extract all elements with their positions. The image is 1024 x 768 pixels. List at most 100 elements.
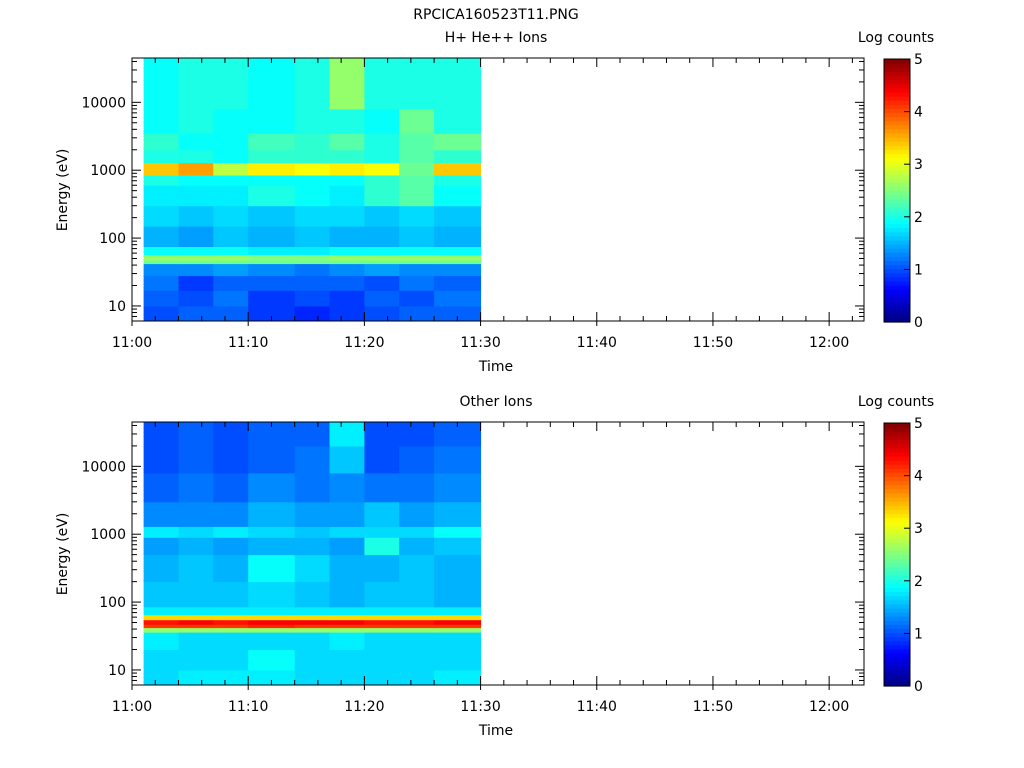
colorbar-step [884,455,910,461]
heatmap-cell [399,669,435,686]
heatmap-cell [248,606,296,616]
heatmap-cell [434,275,482,291]
heatmap-cell [399,260,435,265]
heatmap-cell [399,614,435,621]
heatmap-cell [178,275,214,291]
heatmap-cell [434,149,482,163]
colorbar-step [884,480,910,486]
x-axis-label: Time [478,359,513,375]
colorbar-step [884,616,910,621]
colorbar-step [884,272,910,278]
heatmap-cell [213,246,249,256]
colorbar-step [884,661,910,667]
heatmap-cell [329,554,365,583]
colorbar-step [884,570,910,576]
heatmap-cell [178,290,214,307]
heatmap-cell [434,445,482,474]
colorbar-step [884,525,910,531]
heatmap-cell [143,554,179,583]
heatmap-cell [364,472,400,503]
heatmap-cell [143,632,179,650]
heatmap-cell [294,619,331,625]
heatmap-cell [143,108,179,134]
heatmap-cell [248,581,296,608]
heatmap-cell [329,445,365,474]
heatmap-cell [364,624,400,629]
colorbar-label: Log counts [858,30,934,46]
colorbar-step [884,517,910,523]
heatmap-cell [434,581,482,608]
heatmap-cell [434,260,482,265]
heatmap-cell [178,175,214,186]
heatmap-cell [143,606,179,616]
heatmap-cell [399,501,435,527]
heatmap-cell [248,632,296,650]
heatmap-cell [213,260,249,265]
y-axis: 10 100 1000 10000 [81,60,864,322]
heatmap-cell [434,246,482,256]
colorbar-tick-label: 3 [914,157,923,173]
heatmap-cell [434,501,482,527]
y-tick-label: 10 [108,663,126,679]
heatmap-cell [178,627,214,633]
colorbar-step [884,447,910,453]
colorbar-step [884,206,910,212]
colorbar-step [884,317,910,323]
heatmap-cell [364,246,400,256]
colorbar-tick-label: 4 [914,469,923,485]
colorbar-step [884,681,910,687]
heatmap-cell [143,472,179,503]
heatmap-cell [434,554,482,583]
heatmap-cell [399,649,435,671]
heatmap-cell [178,149,214,163]
heatmap-cell [143,624,179,629]
heatmap-cell [213,581,249,608]
heatmap-cell [364,185,400,207]
heatmap-cell [143,649,179,671]
colorbar-step [884,603,910,609]
heatmap-cell [294,606,331,616]
colorbar-step [884,575,910,580]
colorbar-step [884,268,910,274]
heatmap-cell [399,422,435,447]
y-axis: 10 100 1000 10000 [81,424,864,686]
heatmap-cell [178,254,214,261]
heatmap-cell [248,554,296,583]
y-axis-label: Energy (eV) [55,149,71,232]
heatmap-cell [248,254,296,261]
colorbar-step [884,132,910,138]
heatmap-cell [143,226,179,247]
heatmap-cell [213,205,249,227]
colorbar-step [884,285,910,290]
heatmap-cell [294,649,331,671]
colorbar-step [884,423,910,428]
colorbar-step [884,235,910,241]
colorbar-step [884,632,910,638]
heatmap-cell [178,260,214,265]
heatmap-cell [178,226,214,247]
colorbar-step [884,161,910,167]
heatmap-cell [248,81,296,110]
heatmap-cell [434,537,482,556]
heatmap-cell [294,175,331,186]
heatmap-cell [143,260,179,265]
heatmap-cell [329,263,365,277]
colorbar-step [884,533,910,539]
heatmap-cell [364,614,400,621]
colorbar-step [884,182,910,187]
colorbar-step [884,145,910,151]
colorbar-step [884,492,910,498]
heatmap-cell [399,606,435,616]
heatmap-cell [178,81,214,110]
x-axis: 11:00 11:10 11:20 11:30 11:40 11:50 12:00 [112,422,853,715]
heatmap-cell [248,226,296,247]
heatmap-cell [178,58,214,83]
heatmap-cell [248,133,296,151]
heatmap-cell [213,263,249,277]
heatmap-cell [178,669,214,686]
heatmap-cell [143,162,179,176]
colorbar-step [884,67,910,72]
colorbar-step [884,595,910,601]
